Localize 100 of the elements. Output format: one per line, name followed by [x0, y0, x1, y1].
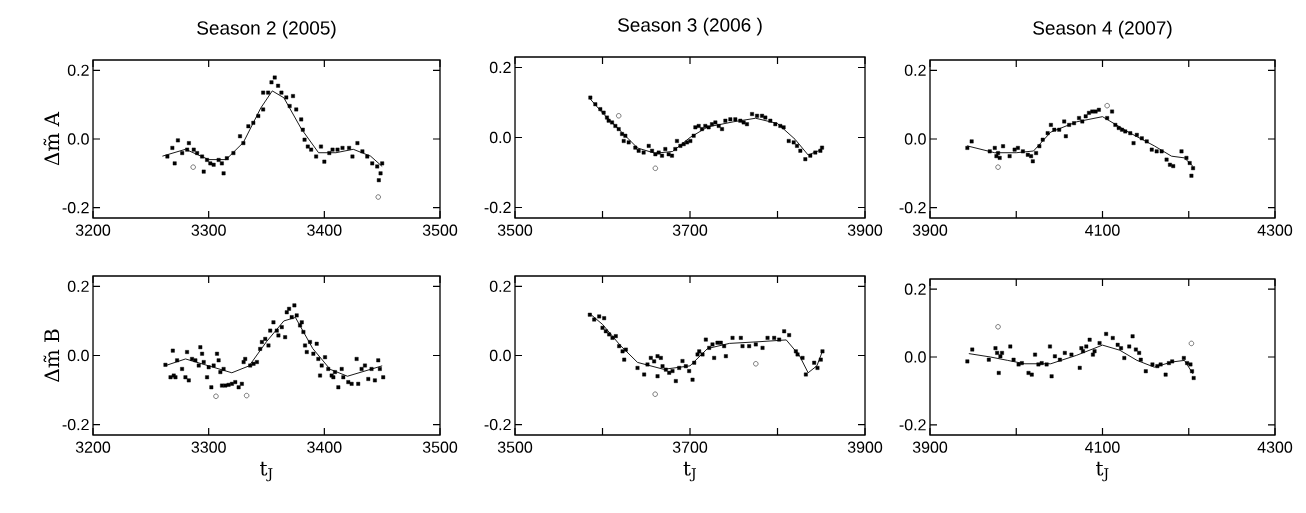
point	[1150, 362, 1155, 367]
point	[1020, 149, 1025, 154]
point	[1079, 346, 1084, 351]
point	[1181, 356, 1186, 360]
point	[1025, 152, 1030, 157]
point	[365, 154, 370, 159]
point	[1048, 344, 1052, 349]
y-tick-label: 0.0	[489, 349, 511, 362]
point	[1139, 136, 1144, 141]
point	[272, 75, 277, 80]
x-axis-title: t$_{J}$	[260, 461, 273, 482]
x-tick-label: 3500	[497, 224, 533, 236]
point	[1008, 344, 1013, 349]
point	[216, 158, 221, 162]
y-tick-label: -0.2	[484, 201, 511, 214]
point	[1191, 166, 1195, 171]
point	[380, 161, 385, 166]
point	[1155, 364, 1160, 369]
point	[319, 144, 323, 149]
x-tick-label: 3400	[307, 441, 342, 453]
y-tick-label: -0.2	[484, 418, 511, 431]
point	[1191, 376, 1196, 380]
point	[1001, 144, 1005, 149]
point	[238, 134, 242, 139]
point	[1167, 361, 1171, 365]
point	[1185, 361, 1190, 365]
point	[1016, 362, 1021, 367]
point	[300, 127, 305, 132]
point	[1171, 164, 1176, 169]
point	[1164, 157, 1169, 162]
point	[997, 155, 1002, 160]
point	[1036, 362, 1041, 367]
x-tick-label: 3900	[912, 224, 948, 236]
point	[1019, 361, 1024, 365]
point	[246, 124, 251, 129]
x-tick-label: 3500	[422, 441, 458, 453]
point	[294, 107, 299, 112]
y-tick-label: 0.2	[489, 280, 511, 293]
point	[256, 114, 261, 118]
point	[996, 371, 1001, 375]
y-tick-label: -0.2	[62, 202, 89, 214]
y-axis-title: Δm̃ B	[43, 329, 60, 382]
point	[1131, 141, 1136, 146]
point	[370, 161, 375, 166]
point	[993, 346, 998, 351]
point	[299, 117, 304, 122]
point	[998, 354, 1003, 359]
point	[1062, 351, 1067, 355]
point	[1080, 119, 1085, 124]
point	[1052, 127, 1057, 132]
y-tick-label: 0.2	[489, 61, 511, 74]
point	[360, 149, 365, 154]
x-tick-label: 4100	[1085, 224, 1120, 236]
point	[330, 147, 335, 152]
point	[1062, 119, 1067, 124]
point	[1011, 357, 1016, 362]
point	[1105, 116, 1110, 120]
point	[261, 90, 266, 95]
point	[1084, 344, 1089, 349]
x-tick-label: 3500	[422, 224, 458, 236]
point	[1104, 102, 1110, 109]
point	[221, 171, 226, 176]
point	[1040, 137, 1045, 142]
point	[314, 154, 319, 159]
point	[1049, 374, 1054, 379]
point	[1012, 147, 1017, 152]
point	[1096, 107, 1101, 112]
y-tick-label: 0.2	[904, 64, 926, 76]
point	[1133, 347, 1138, 352]
point	[995, 324, 1001, 330]
point	[1033, 352, 1037, 357]
point	[1087, 110, 1091, 115]
point	[1190, 369, 1194, 374]
point	[211, 162, 216, 167]
point	[995, 351, 1000, 355]
point	[1110, 109, 1114, 114]
point	[1123, 129, 1128, 134]
point	[279, 90, 284, 95]
point	[1159, 149, 1164, 154]
x-tick-label: 3400	[307, 224, 342, 236]
point	[1163, 372, 1168, 377]
point	[170, 146, 175, 150]
point	[1015, 146, 1020, 150]
point	[1067, 123, 1072, 127]
point	[1045, 131, 1050, 136]
point	[269, 80, 274, 85]
point	[261, 107, 266, 112]
point	[970, 347, 975, 352]
point	[1119, 346, 1123, 351]
point	[1057, 127, 1062, 132]
point	[266, 90, 271, 95]
point	[191, 147, 196, 152]
y-tick-label: -0.2	[899, 202, 926, 214]
point	[1170, 359, 1175, 364]
point	[1149, 147, 1154, 152]
point	[1034, 151, 1038, 155]
x-tick-label: 3700	[672, 441, 708, 453]
point	[165, 154, 170, 159]
point	[1188, 340, 1195, 347]
point	[1120, 127, 1124, 132]
